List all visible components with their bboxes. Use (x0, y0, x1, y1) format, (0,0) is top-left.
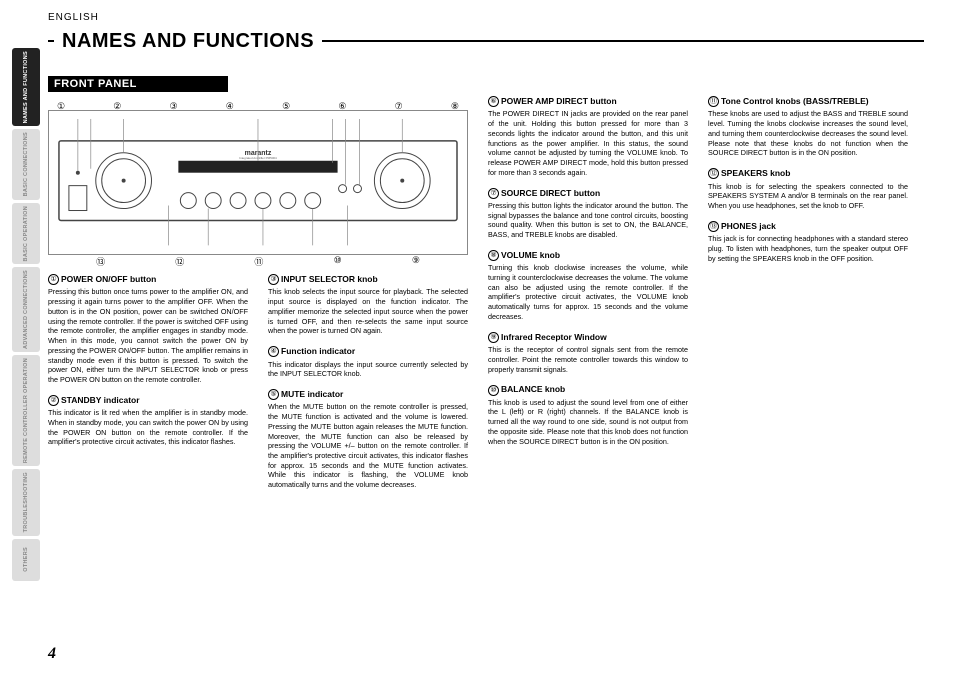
entry-9-body: This is the receptor of control signals … (488, 345, 688, 374)
entry-5: ⑤MUTE indicator When the MUTE button on … (268, 389, 468, 490)
entry-5-label: MUTE indicator (281, 389, 343, 399)
entry-4-label: Function indicator (281, 346, 355, 356)
front-panel-figure: ①②③④⑤⑥⑦⑧ marantz Integrated Amplifier PM… (48, 110, 468, 255)
entry-7-label: SOURCE DIRECT button (501, 188, 600, 198)
callout-1-icon: ① (48, 274, 59, 285)
entry-3-label: INPUT SELECTOR knob (281, 274, 378, 284)
side-tab[interactable]: OTHERS (12, 539, 40, 581)
entry-2-title: ②STANDBY indicator (48, 395, 248, 406)
entry-7-title: ⑦SOURCE DIRECT button (488, 188, 688, 199)
entry-12-title: ⑫SPEAKERS knob (708, 168, 908, 179)
entry-4-body: This indicator displays the input source… (268, 360, 468, 379)
column-3: ⑥POWER AMP DIRECT button The POWER DIREC… (488, 96, 688, 635)
entry-8-label: VOLUME knob (501, 250, 560, 260)
entry-11-title: ⑪Tone Control knobs (BASS/TREBLE) (708, 96, 908, 107)
entry-2-label: STANDBY indicator (61, 395, 140, 405)
amplifier-diagram: marantz Integrated Amplifier PM5004 (49, 111, 467, 255)
callout-number: ⑪ (254, 255, 263, 268)
entry-6-label: POWER AMP DIRECT button (501, 96, 617, 106)
entry-1-label: POWER ON/OFF button (61, 274, 156, 284)
callout-3-icon: ③ (268, 274, 279, 285)
entry-8-body: Turning this knob clockwise increases th… (488, 263, 688, 321)
entry-1: ①POWER ON/OFF button Pressing this butto… (48, 274, 248, 385)
callout-9-icon: ⑨ (488, 332, 499, 343)
callout-11-icon: ⑪ (708, 96, 719, 107)
entry-13: ⑬PHONES jack This jack is for connecting… (708, 221, 908, 264)
column-4: ⑪Tone Control knobs (BASS/TREBLE) These … (708, 96, 908, 635)
entry-2: ②STANDBY indicator This indicator is lit… (48, 395, 248, 447)
callout-7-icon: ⑦ (488, 188, 499, 199)
entry-2-body: This indicator is lit red when the ampli… (48, 408, 248, 447)
side-tab[interactable]: TROUBLESHOOTING (12, 469, 40, 535)
entry-6: ⑥POWER AMP DIRECT button The POWER DIREC… (488, 96, 688, 178)
page-heading: NAMES AND FUNCTIONS (54, 30, 322, 53)
subheading: FRONT PANEL (48, 76, 228, 92)
entry-1-body: Pressing this button once turns power to… (48, 287, 248, 384)
callout-6-icon: ⑥ (488, 96, 499, 107)
entry-9-label: Infrared Receptor Window (501, 332, 607, 342)
entry-11-body: These knobs are used to adjust the BASS … (708, 109, 908, 158)
entry-7-body: Pressing this button lights the indicato… (488, 201, 688, 240)
side-tab[interactable]: NAMES AND FUNCTIONS (12, 48, 40, 126)
callout-10-icon: ⑩ (488, 385, 499, 396)
entry-10-title: ⑩BALANCE knob (488, 384, 688, 395)
side-tab[interactable]: REMOTE CONTROLLER OPERATION (12, 355, 40, 466)
callout-number: ⑫ (175, 255, 184, 268)
entry-13-label: PHONES jack (721, 221, 776, 231)
heading-block: NAMES AND FUNCTIONS (48, 40, 924, 65)
entry-9-title: ⑨Infrared Receptor Window (488, 332, 688, 343)
page-number: 4 (48, 645, 56, 663)
callout-5-icon: ⑤ (268, 389, 279, 400)
entry-10-body: This knob is used to adjust the sound le… (488, 398, 688, 447)
entry-3-title: ③INPUT SELECTOR knob (268, 274, 468, 285)
side-tab[interactable]: BASIC OPERATION (12, 203, 40, 264)
entry-12-body: This knob is for selecting the speakers … (708, 182, 908, 211)
entry-4: ④Function indicator This indicator displ… (268, 346, 468, 379)
callout-number: ⑩ (334, 255, 342, 268)
entry-7: ⑦SOURCE DIRECT button Pressing this butt… (488, 188, 688, 240)
entry-13-body: This jack is for connecting headphones w… (708, 234, 908, 263)
callout-2-icon: ② (48, 395, 59, 406)
side-tabs: NAMES AND FUNCTIONS BASIC CONNECTIONS BASI… (12, 48, 40, 581)
entry-5-title: ⑤MUTE indicator (268, 389, 468, 400)
entry-9: ⑨Infrared Receptor Window This is the re… (488, 332, 688, 375)
entry-4-title: ④Function indicator (268, 346, 468, 357)
language-label: ENGLISH (48, 12, 99, 23)
entry-12-label: SPEAKERS knob (721, 168, 790, 178)
callout-number: ⑨ (412, 255, 420, 268)
entry-11-label: Tone Control knobs (BASS/TREBLE) (721, 96, 869, 106)
figure-bottom-callouts: ⑬ ⑫ ⑪ ⑩ ⑨ (49, 255, 467, 268)
entry-8: ⑧VOLUME knob Turning this knob clockwise… (488, 250, 688, 322)
side-tab[interactable]: BASIC CONNECTIONS (12, 129, 40, 199)
entry-6-title: ⑥POWER AMP DIRECT button (488, 96, 688, 107)
entry-13-title: ⑬PHONES jack (708, 221, 908, 232)
entry-11: ⑪Tone Control knobs (BASS/TREBLE) These … (708, 96, 908, 158)
entry-10-label: BALANCE knob (501, 384, 565, 394)
entry-8-title: ⑧VOLUME knob (488, 250, 688, 261)
entry-12: ⑫SPEAKERS knob This knob is for selectin… (708, 168, 908, 211)
callout-13-icon: ⑬ (708, 221, 719, 232)
side-tab[interactable]: ADVANCED CONNECTIONS (12, 267, 40, 352)
entry-10: ⑩BALANCE knob This knob is used to adjus… (488, 384, 688, 446)
entry-1-title: ①POWER ON/OFF button (48, 274, 248, 285)
entry-5-body: When the MUTE button on the remote contr… (268, 402, 468, 489)
callout-4-icon: ④ (268, 346, 279, 357)
entry-3: ③INPUT SELECTOR knob This knob selects t… (268, 274, 468, 336)
entry-3-body: This knob selects the input source for p… (268, 287, 468, 336)
callout-12-icon: ⑫ (708, 168, 719, 179)
callout-number: ⑬ (96, 255, 105, 268)
entry-6-body: The POWER DIRECT IN jacks are provided o… (488, 109, 688, 177)
callout-8-icon: ⑧ (488, 250, 499, 261)
